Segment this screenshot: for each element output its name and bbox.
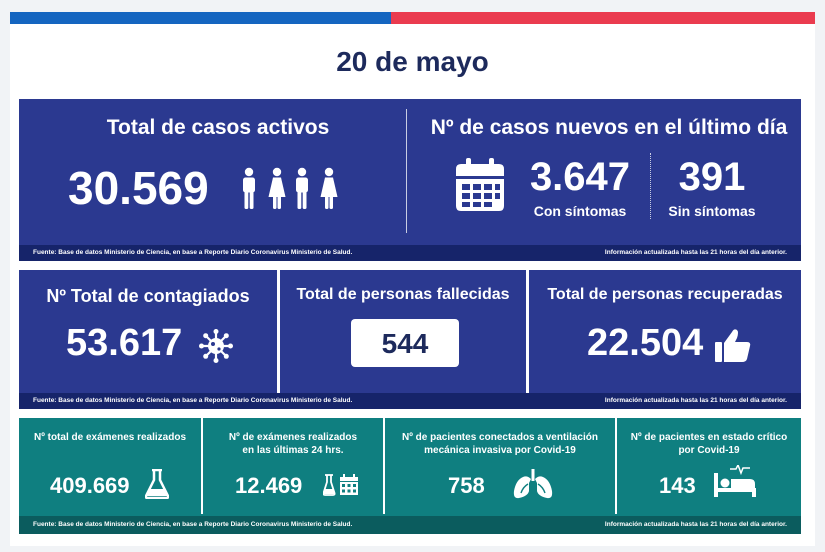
- flask-calendar-icon: [323, 474, 358, 496]
- symptomatic-label: Con síntomas: [533, 203, 627, 219]
- source-note: Fuente: Base de datos Ministerio de Cien…: [33, 521, 353, 528]
- exams-24h-title-line1: Nº de exámenes realizados: [228, 432, 358, 443]
- row2-divider-2: [526, 270, 529, 393]
- flag-stripe-red: [391, 12, 815, 24]
- critical-value: 143: [659, 473, 696, 498]
- symptom-divider: [650, 153, 651, 219]
- row1-footer: Fuente: Base de datos Ministerio de Cien…: [19, 245, 801, 261]
- row1-divider: [406, 109, 407, 233]
- exams-24h-title-line2: en las últimas 24 hrs.: [242, 445, 344, 456]
- new-cases-title: Nº de casos nuevos en el último día: [430, 116, 788, 139]
- deceased-box: [351, 319, 459, 367]
- exams-24h-value: 12.469: [235, 473, 303, 498]
- recovered-title: Total de personas recuperadas: [547, 286, 783, 303]
- row3-divider-3: [615, 418, 617, 514]
- calendar-icon: [456, 158, 504, 211]
- ventilation-title-line2: mecánica invasiva por Covid-19: [424, 445, 576, 456]
- row2-panel: Nº Total de contagiados 53.617 Total de …: [19, 270, 801, 409]
- updated-note: Información actualizada hasta las 21 hor…: [604, 249, 787, 256]
- row2-divider-1: [277, 270, 280, 393]
- row3-divider-1: [201, 418, 203, 514]
- updated-note: Información actualizada hasta las 21 hor…: [604, 397, 787, 404]
- exams-total-value: 409.669: [50, 473, 130, 498]
- exams-total-title: Nº total de exámenes realizados: [33, 432, 187, 443]
- flag-stripe-blue: [10, 12, 391, 24]
- infected-title: Nº Total de contagiados: [46, 286, 250, 306]
- row2-footer: Fuente: Base de datos Ministerio de Cien…: [19, 393, 801, 409]
- people-icon: [243, 167, 338, 209]
- infected-value: 53.617: [66, 322, 183, 364]
- deceased-title: Total de personas fallecidas: [296, 286, 510, 303]
- recovered-value: 22.504: [587, 322, 704, 364]
- source-note: Fuente: Base de datos Ministerio de Cien…: [33, 249, 353, 256]
- active-cases-title: Total de casos activos: [106, 116, 330, 139]
- row1-panel: Total de casos activos 30.569 Nº de caso…: [19, 99, 801, 261]
- virus-icon: [199, 329, 233, 363]
- ventilation-value: 758: [448, 473, 485, 498]
- row3-divider-2: [383, 418, 385, 514]
- asymptomatic-label: Sin síntomas: [668, 203, 756, 219]
- ventilation-title-line1: Nº de pacientes conectados a ventilación: [402, 432, 598, 443]
- asymptomatic-value: 391: [678, 155, 746, 199]
- symptomatic-value: 3.647: [529, 155, 631, 199]
- row3-footer: Fuente: Base de datos Ministerio de Cien…: [19, 516, 801, 534]
- flask-icon: [145, 469, 169, 499]
- critical-title-line1: Nº de pacientes en estado crítico: [630, 432, 788, 443]
- source-note: Fuente: Base de datos Ministerio de Cien…: [33, 397, 353, 404]
- row3-panel: Nº total de exámenes realizados 409.669 …: [19, 418, 801, 534]
- page-title: 20 de mayo: [336, 46, 489, 77]
- updated-note: Información actualizada hasta las 21 hor…: [604, 521, 787, 528]
- lungs-icon: [513, 469, 553, 499]
- hospital-bed-icon: [714, 465, 756, 497]
- critical-title-line2: por Covid-19: [678, 445, 740, 456]
- active-cases-value: 30.569: [68, 162, 209, 214]
- thumbs-up-icon: [715, 329, 751, 362]
- deceased-value: 544: [381, 328, 429, 359]
